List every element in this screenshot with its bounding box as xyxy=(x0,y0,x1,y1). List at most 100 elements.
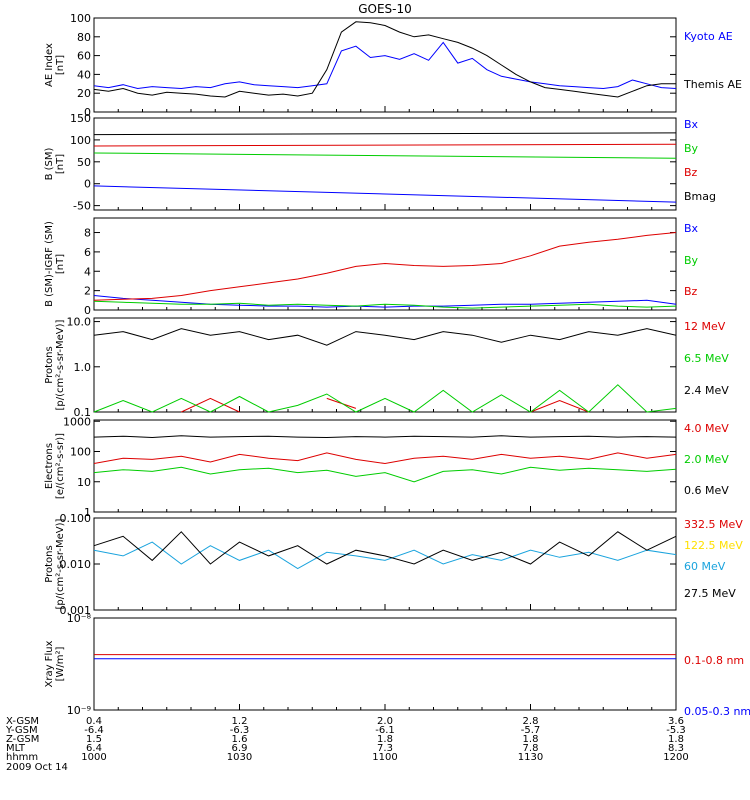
x-tick-label: 1.5 xyxy=(86,734,102,745)
x-tick-label: 1000 xyxy=(81,752,106,763)
x-tick-label: 1130 xyxy=(518,752,543,763)
y-axis-label: Electrons xyxy=(44,443,55,489)
x-tick-label: 7.8 xyxy=(523,743,539,754)
legend-label: By xyxy=(684,254,699,267)
x-row-label: Z-GSM xyxy=(6,734,39,745)
x-row-label: hhmm xyxy=(6,752,38,763)
y-tick-label: 20 xyxy=(77,87,91,100)
x-row-label: MLT xyxy=(6,743,26,754)
y-tick-label: -50 xyxy=(73,200,91,213)
series-line xyxy=(181,397,240,413)
x-tick-label: 1100 xyxy=(372,752,397,763)
series-line xyxy=(93,132,677,136)
legend-label: Bx xyxy=(684,222,699,235)
y-axis-label: B (SM)-IGRF (SM) xyxy=(44,221,55,307)
y-axis-label: [W/m²] xyxy=(55,646,66,681)
series-line xyxy=(93,435,677,439)
x-row-label: X-GSM xyxy=(6,716,39,727)
y-axis-label: [p/(cm²-s-sr-MeV)] xyxy=(55,518,66,609)
x-tick-label: 1200 xyxy=(663,752,688,763)
y-tick-label: 2 xyxy=(84,285,91,298)
x-tick-label: 6.4 xyxy=(86,743,102,754)
legend-label: Bz xyxy=(684,166,698,179)
series-line xyxy=(93,328,677,346)
x-tick-label: -6.3 xyxy=(230,725,250,736)
legend-label: Themis AE xyxy=(683,78,742,91)
y-tick-label: 50 xyxy=(77,156,91,169)
y-axis-label: AE Index xyxy=(44,43,55,87)
y-axis-label: [nT] xyxy=(55,55,66,75)
y-axis-label: B (SM) xyxy=(44,147,55,180)
legend-label: 12 MeV xyxy=(684,320,726,333)
legend-label: 6.5 MeV xyxy=(684,352,729,365)
y-tick-label: 6 xyxy=(84,246,91,259)
y-axis-label: [p/(cm²-s-sr-MeV)] xyxy=(55,319,66,410)
x-tick-label: 2.0 xyxy=(377,716,393,727)
y-tick-label: 10⁻⁸ xyxy=(67,612,92,625)
x-tick-label: 1030 xyxy=(227,752,252,763)
x-tick-label: -5.3 xyxy=(666,725,686,736)
legend-label: 0.6 MeV xyxy=(684,484,729,497)
y-tick-label: 150 xyxy=(70,112,91,125)
panel-frame xyxy=(93,17,677,113)
legend-label: 332.5 MeV xyxy=(684,518,743,531)
x-tick-label: 1.8 xyxy=(668,734,684,745)
y-tick-label: 60 xyxy=(77,50,91,63)
y-tick-label: 40 xyxy=(77,68,91,81)
panel-frame xyxy=(93,419,677,513)
legend-label: Bz xyxy=(684,285,698,298)
series-line xyxy=(93,384,677,413)
y-axis-label: Xray Flux xyxy=(44,640,55,687)
y-tick-label: 0 xyxy=(84,304,91,317)
y-tick-label: 0 xyxy=(84,106,91,119)
x-tick-label: -5.7 xyxy=(521,725,541,736)
y-axis-label: [nT] xyxy=(55,154,66,174)
x-tick-label: 3.6 xyxy=(668,716,684,727)
x-tick-label: 1.2 xyxy=(232,716,248,727)
y-tick-label: 0.001 xyxy=(60,604,92,617)
series-line xyxy=(93,300,677,309)
series-line xyxy=(93,185,677,203)
legend-label: Bx xyxy=(684,118,699,131)
y-axis-label: [e/(cm²-s-sr)] xyxy=(55,433,66,499)
panel-frame xyxy=(93,117,677,211)
y-tick-label: 10 xyxy=(77,476,91,489)
y-tick-label: 0.010 xyxy=(60,558,92,571)
series-line xyxy=(93,452,677,465)
y-tick-label: 8 xyxy=(84,227,91,240)
x-tick-label: 2.8 xyxy=(523,716,539,727)
series-line xyxy=(93,541,677,570)
x-tick-label: 1.8 xyxy=(523,734,539,745)
y-axis-label: Protons xyxy=(44,346,55,383)
y-tick-label: 0 xyxy=(84,178,91,191)
x-tick-label: 1.8 xyxy=(377,734,393,745)
legend-label: By xyxy=(684,142,699,155)
x-tick-label: 0.4 xyxy=(86,716,102,727)
y-tick-label: 1.0 xyxy=(74,361,92,374)
y-tick-label: 100 xyxy=(70,446,91,459)
x-tick-label: -6.4 xyxy=(84,725,104,736)
x-tick-label: -6.1 xyxy=(375,725,395,736)
series-line xyxy=(93,21,676,98)
legend-label: 27.5 MeV xyxy=(684,587,736,600)
date-label: 2009 Oct 14 xyxy=(6,762,68,773)
series-line xyxy=(93,466,677,483)
y-tick-label: 0.1 xyxy=(74,406,92,419)
series-line xyxy=(93,152,677,159)
series-line xyxy=(93,41,677,90)
y-axis-label: Protons xyxy=(44,545,55,582)
y-tick-label: 1 xyxy=(84,506,91,519)
legend-label: Bmag xyxy=(684,190,716,203)
series-line xyxy=(93,232,677,301)
x-tick-label: 8.3 xyxy=(668,743,684,754)
series-line xyxy=(93,295,677,308)
y-tick-label: 10.0 xyxy=(67,316,92,329)
y-tick-label: 1000 xyxy=(63,415,91,428)
legend-label: Kyoto AE xyxy=(684,30,733,43)
x-tick-label: 6.9 xyxy=(232,743,248,754)
y-tick-label: 10⁻⁹ xyxy=(67,704,91,717)
y-axis-label: [nT] xyxy=(55,254,66,274)
series-line xyxy=(93,531,677,565)
panel-frame xyxy=(93,617,677,711)
